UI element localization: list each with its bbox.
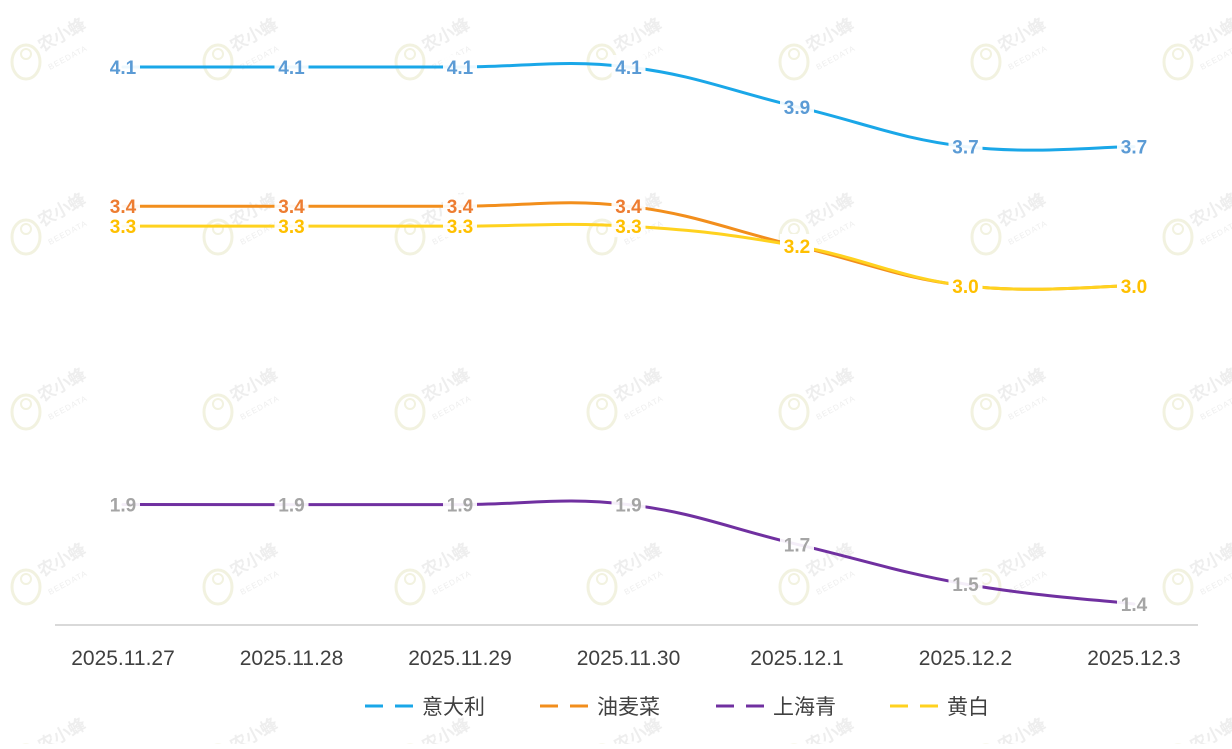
data-label-text: 3.3	[110, 217, 136, 238]
x-tick-label: 2025.12.1	[750, 647, 843, 670]
x-tick-label: 2025.11.27	[71, 647, 175, 670]
data-label: 1.9	[443, 493, 477, 517]
data-label: 3.3	[443, 214, 477, 238]
x-tick-label: 2025.11.28	[240, 647, 344, 670]
x-tick-label: 2025.12.3	[1087, 647, 1180, 670]
x-tick-label: 2025.12.2	[919, 647, 1012, 670]
data-label-text: 3.3	[615, 217, 641, 238]
data-label-text: 3.0	[952, 277, 978, 298]
data-label: 4.1	[612, 55, 646, 79]
data-label: 3.7	[949, 135, 983, 159]
data-label: 3.0	[1117, 274, 1151, 298]
data-label-text: 1.7	[784, 535, 810, 556]
data-label-text: 4.1	[278, 58, 305, 79]
data-label-text: 3.9	[784, 98, 810, 119]
data-label-text: 4.1	[447, 58, 474, 79]
data-label-text: 1.5	[952, 575, 979, 596]
data-label: 3.2	[780, 234, 814, 258]
watermark-text: 农小蜂	[994, 713, 1050, 744]
watermark-text: 农小蜂	[34, 713, 90, 744]
data-label: 1.7	[780, 532, 814, 556]
data-label: 1.9	[106, 493, 140, 517]
watermark-text: 农小蜂	[1186, 713, 1232, 744]
data-label: 3.3	[106, 214, 140, 238]
data-label: 1.5	[949, 572, 983, 596]
data-label: 1.9	[275, 493, 309, 517]
x-tick-label: 2025.11.29	[408, 647, 512, 670]
data-label-text: 1.9	[447, 496, 473, 517]
legend-item: 油麦菜	[540, 696, 660, 719]
data-label-text: 3.3	[278, 217, 304, 238]
data-label-text: 3.3	[447, 217, 473, 238]
data-label: 3.3	[612, 214, 646, 238]
data-label-text: 1.9	[615, 496, 641, 517]
legend-label: 意大利	[422, 696, 485, 719]
data-label: 3.9	[780, 95, 814, 119]
legend-item: 上海青	[716, 696, 836, 719]
legend-label: 上海青	[773, 696, 836, 719]
data-labels: 4.14.14.14.13.93.73.73.43.43.43.43.23.03…	[106, 55, 1151, 616]
data-label-text: 3.0	[1121, 277, 1147, 298]
data-label-text: 1.4	[1121, 595, 1148, 616]
data-label-text: 1.9	[110, 496, 136, 517]
data-label-text: 3.7	[952, 138, 978, 159]
data-label-text: 3.2	[784, 237, 810, 258]
data-label: 4.1	[443, 55, 477, 79]
data-label-text: 1.9	[278, 496, 304, 517]
legend-item: 意大利	[365, 696, 485, 719]
data-label-text: 3.7	[1121, 138, 1147, 159]
x-axis-ticks: 2025.11.27 2025.11.28 2025.11.29 2025.11.30…	[71, 647, 1180, 670]
data-label: 4.1	[275, 55, 309, 79]
legend-label: 油麦菜	[597, 696, 660, 719]
legend-item: 黄白	[890, 696, 989, 719]
x-tick-label: 2025.11.30	[577, 647, 681, 670]
watermark-text: 农小蜂	[226, 713, 282, 744]
legend: 意大利 油麦菜 上海青 黄白	[365, 696, 989, 719]
data-label: 3.7	[1117, 135, 1151, 159]
legend-label: 黄白	[947, 696, 989, 719]
data-label: 4.1	[106, 55, 140, 79]
data-label-text: 4.1	[110, 58, 137, 79]
data-label: 1.4	[1117, 592, 1151, 616]
data-label: 3.0	[949, 274, 983, 298]
data-label: 1.9	[612, 493, 646, 517]
data-label-text: 4.1	[615, 58, 642, 79]
data-label: 3.3	[275, 214, 309, 238]
